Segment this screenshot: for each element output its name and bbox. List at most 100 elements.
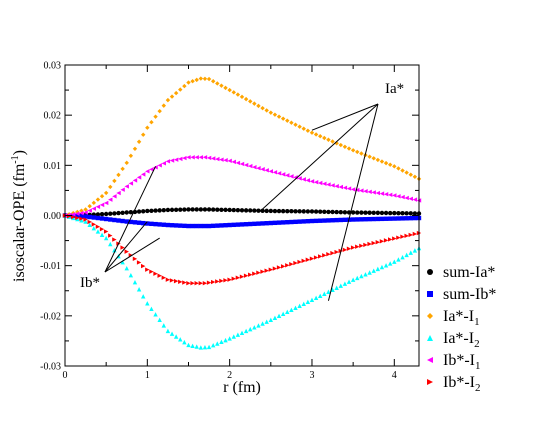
data-point bbox=[252, 325, 257, 330]
data-point bbox=[260, 105, 265, 111]
legend-label: Ib*-I2 bbox=[443, 374, 480, 394]
data-point bbox=[248, 99, 253, 104]
data-point bbox=[289, 307, 294, 313]
data-point bbox=[186, 155, 191, 160]
data-point bbox=[326, 209, 331, 215]
data-point bbox=[342, 210, 348, 215]
data-point bbox=[387, 261, 393, 266]
data-point bbox=[309, 179, 315, 184]
data-point bbox=[301, 177, 306, 182]
data-point bbox=[235, 207, 241, 213]
data-point bbox=[383, 210, 389, 216]
data-point bbox=[206, 155, 212, 161]
data-point bbox=[87, 219, 92, 225]
data-point bbox=[297, 176, 302, 181]
data-point bbox=[375, 266, 381, 272]
data-point bbox=[322, 253, 327, 258]
data-point bbox=[412, 248, 418, 253]
data-point bbox=[157, 317, 162, 323]
data-point bbox=[108, 184, 113, 190]
data-point bbox=[157, 222, 162, 227]
data-point bbox=[363, 242, 368, 248]
data-point bbox=[305, 128, 311, 133]
data-point bbox=[75, 209, 80, 215]
data-point bbox=[116, 210, 121, 216]
data-point bbox=[359, 217, 364, 222]
data-point bbox=[141, 263, 146, 269]
legend-symbol bbox=[427, 335, 433, 341]
series-Ib*-I2 bbox=[62, 213, 422, 286]
data-point bbox=[309, 130, 315, 135]
data-point bbox=[276, 313, 282, 319]
data-point bbox=[408, 232, 413, 238]
data-point bbox=[149, 167, 154, 172]
data-point bbox=[359, 243, 364, 249]
data-point bbox=[404, 211, 409, 216]
data-point bbox=[165, 159, 171, 164]
legend-entry: sum-Ib* bbox=[427, 286, 496, 303]
data-point bbox=[371, 216, 376, 222]
data-point bbox=[260, 269, 265, 274]
data-point bbox=[120, 218, 125, 224]
data-point bbox=[165, 328, 171, 334]
data-point bbox=[412, 197, 418, 202]
data-point bbox=[136, 287, 142, 292]
data-point bbox=[334, 217, 339, 223]
x-tick-label: 0 bbox=[63, 370, 68, 381]
data-point bbox=[301, 219, 306, 224]
x-tick-label: 1 bbox=[145, 370, 150, 381]
data-point bbox=[173, 278, 179, 284]
y-tick-label: -0.02 bbox=[40, 311, 61, 322]
data-point bbox=[330, 139, 335, 144]
data-point bbox=[400, 211, 405, 216]
data-point bbox=[363, 210, 368, 215]
data-point bbox=[387, 210, 393, 216]
data-point bbox=[248, 221, 253, 227]
data-point bbox=[392, 193, 397, 198]
data-point bbox=[338, 217, 343, 223]
data-point bbox=[396, 210, 401, 216]
data-point bbox=[83, 207, 88, 212]
data-point bbox=[272, 170, 278, 175]
data-point bbox=[75, 213, 80, 219]
data-point bbox=[313, 295, 319, 300]
data-point bbox=[103, 190, 109, 196]
data-point bbox=[124, 160, 129, 166]
data-point bbox=[112, 217, 117, 223]
data-point bbox=[289, 174, 294, 179]
data-point bbox=[243, 208, 249, 213]
data-point bbox=[149, 269, 154, 274]
data-point bbox=[412, 174, 418, 179]
series-sum-Ia* bbox=[62, 207, 422, 218]
data-point bbox=[128, 153, 134, 159]
data-point bbox=[178, 337, 183, 342]
data-point bbox=[342, 281, 348, 286]
data-point bbox=[161, 103, 166, 108]
data-point bbox=[363, 189, 368, 194]
data-point bbox=[313, 218, 319, 224]
data-point bbox=[400, 216, 405, 221]
data-point bbox=[330, 209, 335, 215]
data-point bbox=[412, 211, 418, 216]
data-point bbox=[276, 171, 282, 176]
data-point bbox=[400, 168, 405, 173]
data-point bbox=[169, 207, 175, 213]
data-point bbox=[132, 280, 138, 285]
data-point bbox=[268, 110, 274, 115]
data-point bbox=[355, 244, 360, 249]
data-point bbox=[120, 245, 125, 250]
data-point bbox=[408, 250, 413, 255]
data-point bbox=[95, 229, 101, 234]
data-point bbox=[198, 155, 204, 160]
annotation-line bbox=[104, 237, 160, 273]
data-point bbox=[375, 239, 381, 245]
annotation-line bbox=[262, 103, 379, 210]
data-point bbox=[280, 208, 286, 214]
data-point bbox=[280, 220, 286, 225]
data-point bbox=[112, 237, 117, 242]
data-point bbox=[79, 214, 84, 219]
data-point bbox=[392, 259, 397, 264]
data-point bbox=[338, 209, 343, 215]
data-point bbox=[128, 181, 134, 186]
data-point bbox=[99, 232, 105, 237]
